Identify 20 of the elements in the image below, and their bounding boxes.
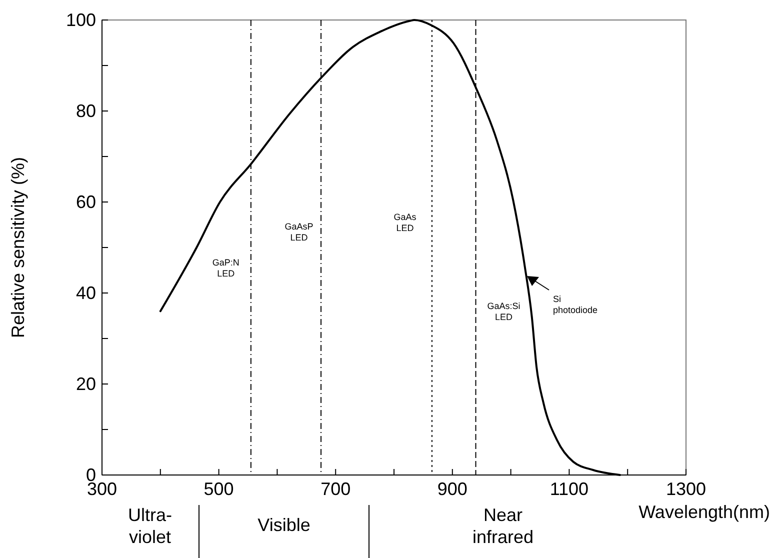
x-tick-label: 700 — [320, 479, 351, 500]
y-axis-title: Relative sensitivity (%) — [8, 156, 28, 338]
y-tick-label: 80 — [76, 100, 96, 121]
y-tick-label: 40 — [76, 282, 96, 303]
ref-line-label: GaAs:Si LED — [487, 300, 520, 322]
ref-line-label: GaAsP LED — [284, 221, 314, 242]
text: Visible — [258, 515, 310, 535]
y-tick-label: 60 — [76, 192, 96, 212]
x-tick-label: 1300 — [666, 479, 706, 500]
y-tick-label: 20 — [76, 374, 96, 394]
ref-line-label: GaP:N LED — [212, 258, 240, 279]
x-tick-label: 900 — [437, 479, 468, 500]
x-axis-title: Wavelength(nm) — [638, 502, 770, 522]
text: Ultra-violet — [128, 505, 172, 547]
text: Near infrared — [472, 505, 534, 547]
y-tick-label: 100 — [66, 10, 96, 30]
ref-line-label: GaAs LED — [394, 212, 417, 234]
x-tick-label: 500 — [204, 479, 234, 500]
x-tick-label: 1100 — [550, 479, 589, 500]
annotation: Si photodiode — [553, 294, 598, 315]
